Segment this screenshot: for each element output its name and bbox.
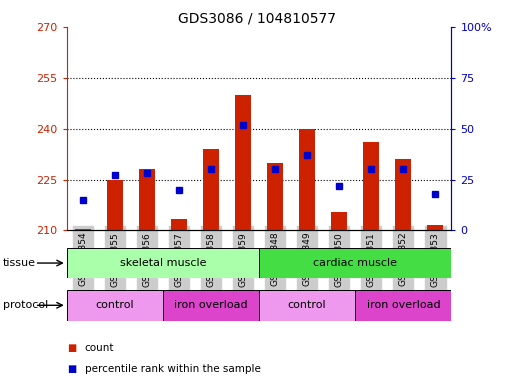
Bar xyxy=(139,169,155,230)
Text: count: count xyxy=(85,343,114,353)
Text: ■: ■ xyxy=(67,343,76,353)
Bar xyxy=(171,218,187,230)
Text: percentile rank within the sample: percentile rank within the sample xyxy=(85,364,261,374)
Bar xyxy=(427,225,443,230)
Bar xyxy=(267,162,283,230)
Bar xyxy=(259,248,451,278)
Bar xyxy=(163,290,259,321)
Text: tissue: tissue xyxy=(3,258,35,268)
Bar xyxy=(235,95,251,230)
Text: control: control xyxy=(288,300,326,310)
Bar xyxy=(67,248,259,278)
Bar xyxy=(75,229,91,230)
Text: GDS3086 / 104810577: GDS3086 / 104810577 xyxy=(177,12,336,25)
Bar xyxy=(331,212,347,230)
Text: ■: ■ xyxy=(67,364,76,374)
Bar xyxy=(363,142,379,230)
Text: cardiac muscle: cardiac muscle xyxy=(313,258,397,268)
Bar xyxy=(259,290,355,321)
Bar xyxy=(396,159,411,230)
Bar xyxy=(67,290,163,321)
Bar xyxy=(203,149,219,230)
Bar xyxy=(107,180,123,230)
Text: control: control xyxy=(95,300,134,310)
Bar xyxy=(299,129,315,230)
Text: protocol: protocol xyxy=(3,300,48,310)
Bar xyxy=(355,290,451,321)
Text: skeletal muscle: skeletal muscle xyxy=(120,258,206,268)
Text: iron overload: iron overload xyxy=(366,300,440,310)
Text: iron overload: iron overload xyxy=(174,300,248,310)
